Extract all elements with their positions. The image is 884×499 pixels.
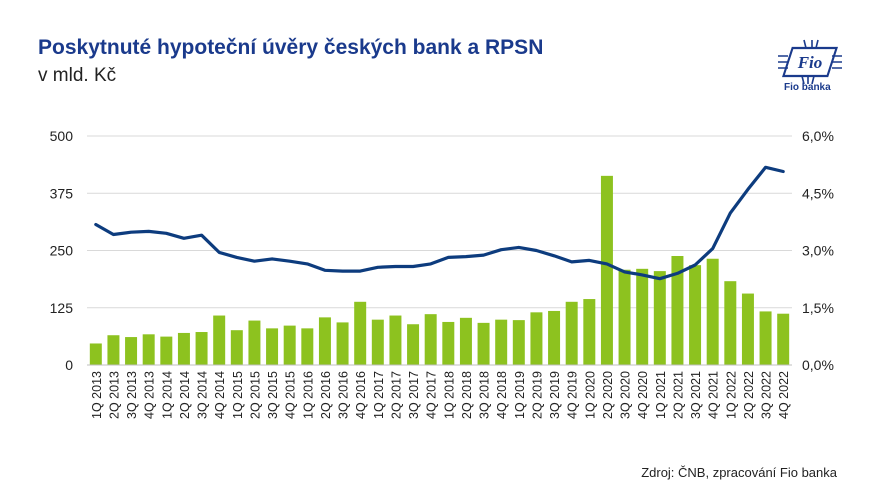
bar [759, 311, 772, 365]
x-tick-label: 1Q 2021 [654, 371, 668, 419]
x-tick-label: 2Q 2015 [248, 371, 262, 419]
x-tick-label: 3Q 2017 [407, 371, 421, 419]
x-tick-label: 1Q 2016 [301, 371, 315, 419]
y-right-tick-label: 4,5% [802, 185, 834, 201]
bar [195, 332, 208, 365]
x-tick-label: 1Q 2017 [372, 371, 386, 419]
bar [125, 337, 138, 365]
x-tick-label: 3Q 2016 [337, 371, 351, 419]
y-right-tick-label: 6,0% [802, 128, 834, 144]
x-tick-label: 1Q 2020 [583, 371, 597, 419]
y-left-tick-label: 375 [50, 185, 74, 201]
x-tick-label: 2Q 2022 [742, 371, 756, 419]
bar [160, 336, 173, 365]
x-tick-label: 1Q 2015 [231, 371, 245, 419]
bar [600, 175, 613, 365]
bar [213, 315, 226, 365]
bar [653, 271, 666, 365]
bar [777, 313, 790, 365]
bar [318, 317, 331, 365]
x-tick-label: 1Q 2013 [90, 371, 104, 419]
bar [266, 328, 279, 365]
bar [142, 334, 155, 365]
x-tick-label: 2Q 2017 [389, 371, 403, 419]
x-tick-label: 4Q 2015 [284, 371, 298, 419]
x-tick-label: 1Q 2022 [724, 371, 738, 419]
source-note: Zdroj: ČNB, zpracování Fio banka [641, 465, 837, 480]
x-tick-label: 2Q 2020 [601, 371, 615, 419]
bar [407, 324, 420, 365]
bar [107, 335, 120, 365]
x-tick-label: 4Q 2020 [636, 371, 650, 419]
bar [459, 317, 472, 365]
chart-title: Poskytnuté hypoteční úvěry českých bank … [38, 36, 544, 59]
x-tick-label: 4Q 2013 [143, 371, 157, 419]
bar [371, 319, 384, 365]
x-tick-label: 3Q 2015 [266, 371, 280, 419]
y-right-tick-label: 1,5% [802, 300, 834, 316]
y-left-tick-label: 500 [50, 128, 74, 144]
y-left-tick-label: 0 [65, 357, 73, 373]
x-tick-label: 4Q 2014 [213, 371, 227, 419]
bar [706, 258, 719, 365]
bar [477, 322, 490, 365]
x-tick-label: 3Q 2013 [125, 371, 139, 419]
bar [724, 281, 737, 365]
bar [283, 325, 296, 365]
x-tick-label: 4Q 2016 [354, 371, 368, 419]
x-tick-label: 3Q 2022 [760, 371, 774, 419]
logo-mark-text: Fio [797, 53, 823, 72]
bar [530, 312, 543, 365]
x-tick-label: 2Q 2014 [178, 371, 192, 419]
bar [741, 293, 754, 365]
x-tick-label: 2Q 2018 [460, 371, 474, 419]
bar [424, 314, 437, 365]
x-tick-label: 3Q 2018 [478, 371, 492, 419]
x-tick-label: 1Q 2019 [513, 371, 527, 419]
x-tick-label: 4Q 2017 [425, 371, 439, 419]
bar [301, 328, 314, 365]
x-tick-label: 3Q 2014 [196, 371, 210, 419]
x-tick-label: 1Q 2014 [160, 371, 174, 419]
y-right-tick-label: 3,0% [802, 243, 834, 259]
fio-logo-icon: Fio [778, 39, 842, 85]
x-tick-label: 2Q 2019 [530, 371, 544, 419]
x-tick-label: 1Q 2018 [442, 371, 456, 419]
bar [248, 320, 261, 365]
x-tick-label: 3Q 2020 [619, 371, 633, 419]
bar [336, 322, 349, 365]
x-tick-label: 4Q 2018 [495, 371, 509, 419]
bar [548, 310, 561, 365]
bar [177, 332, 190, 365]
y-left-tick-label: 125 [50, 300, 74, 316]
logo-caption: Fio banka [784, 82, 831, 93]
x-tick-label: 2Q 2016 [319, 371, 333, 419]
bar [671, 255, 684, 365]
bar [565, 301, 578, 365]
bar [230, 330, 243, 365]
bar [354, 301, 367, 365]
x-tick-label: 4Q 2022 [777, 371, 791, 419]
bar [495, 319, 508, 365]
bar [636, 268, 649, 365]
x-tick-label: 2Q 2021 [671, 371, 685, 419]
y-right-tick-label: 0,0% [802, 357, 834, 373]
x-tick-label: 4Q 2021 [707, 371, 721, 419]
bar [89, 343, 102, 365]
rpsn-line [94, 165, 785, 281]
bar [618, 269, 631, 365]
bar [389, 315, 402, 365]
bar [689, 265, 702, 365]
bar [583, 299, 596, 365]
chart-subtitle: v mld. Kč [38, 65, 117, 86]
x-tick-label: 3Q 2021 [689, 371, 703, 419]
x-tick-label: 4Q 2019 [566, 371, 580, 419]
bar [442, 321, 455, 365]
x-tick-label: 2Q 2013 [107, 371, 121, 419]
x-tick-label: 3Q 2019 [548, 371, 562, 419]
y-left-tick-label: 250 [50, 243, 74, 259]
bar [512, 320, 525, 365]
